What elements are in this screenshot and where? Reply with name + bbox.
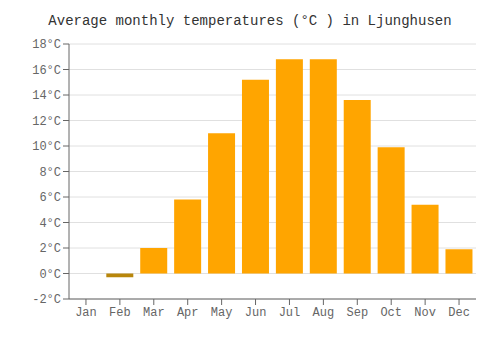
svg-text:Jan: Jan (75, 306, 97, 320)
svg-text:16°C: 16°C (32, 64, 61, 78)
svg-text:-2°C: -2°C (32, 293, 61, 307)
svg-text:Feb: Feb (109, 306, 131, 320)
svg-text:8°C: 8°C (39, 166, 61, 180)
html-text:Average monthly temperatures (: Average monthly temperatures (°C ) in Lj… (48, 13, 452, 29)
svg-text:Jul: Jul (279, 306, 301, 320)
svg-text:12°C: 12°C (32, 115, 61, 129)
svg-text:18°C: 18°C (32, 38, 61, 52)
svg-text:6°C: 6°C (39, 191, 61, 205)
svg-text:14°C: 14°C (32, 89, 61, 103)
svg-text:2°C: 2°C (39, 242, 61, 256)
svg-text:Nov: Nov (414, 306, 436, 320)
svg-text:May: May (211, 306, 233, 320)
svg-text:0°C: 0°C (39, 268, 61, 282)
svg-text:Apr: Apr (177, 306, 199, 320)
svg-text:Sep: Sep (346, 306, 368, 320)
svg-text:Oct: Oct (380, 306, 402, 320)
svg-text:10°C: 10°C (32, 140, 61, 154)
svg-text:Mar: Mar (143, 306, 165, 320)
svg-text:4°C: 4°C (39, 217, 61, 231)
svg-text:Aug: Aug (313, 306, 335, 320)
svg-text:Dec: Dec (448, 306, 470, 320)
svg-text:Jun: Jun (245, 306, 267, 320)
